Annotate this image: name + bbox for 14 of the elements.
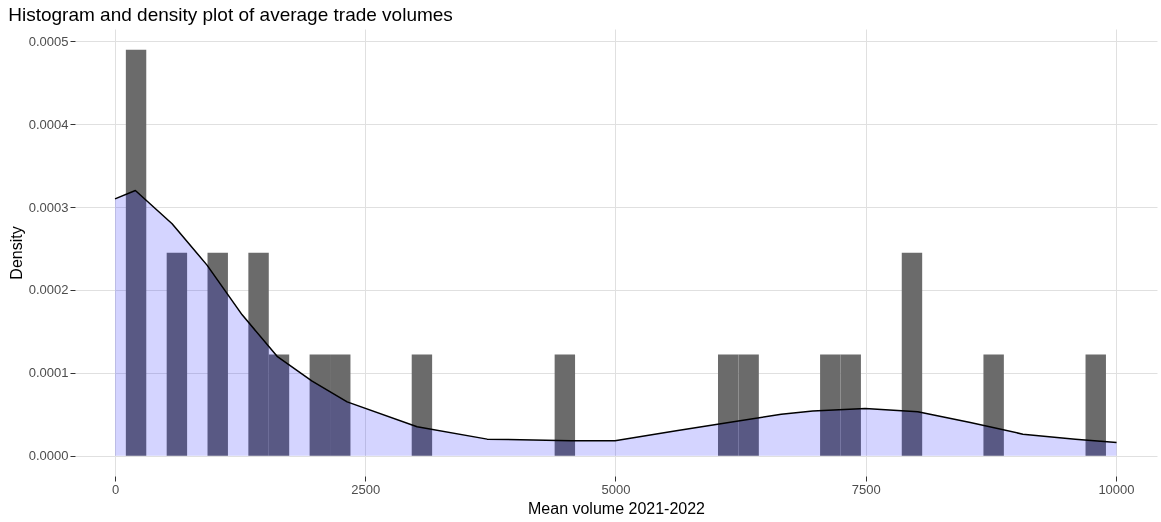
x-axis-title: Mean volume 2021-2022 — [527, 499, 706, 517]
x-tick-label: 0 — [111, 481, 120, 497]
x-tick-label: 7500 — [851, 481, 881, 497]
y-tick-label: 0.0002 — [28, 282, 69, 298]
x-tick-label: 2500 — [351, 481, 381, 497]
x-tick-label: 10000 — [1098, 481, 1135, 497]
x-tick-label: 5000 — [601, 481, 631, 497]
y-tick-label: 0.0004 — [28, 116, 69, 132]
y-tick-label: 0.0003 — [28, 199, 69, 215]
y-tick-label: 0.0005 — [28, 33, 69, 49]
chart-title: Histogram and density plot of average trade volumes — [8, 4, 453, 25]
y-axis-title: Density — [7, 226, 25, 280]
y-tick-label: 0.0001 — [28, 365, 69, 381]
y-tick-label: 0.0000 — [28, 448, 69, 464]
